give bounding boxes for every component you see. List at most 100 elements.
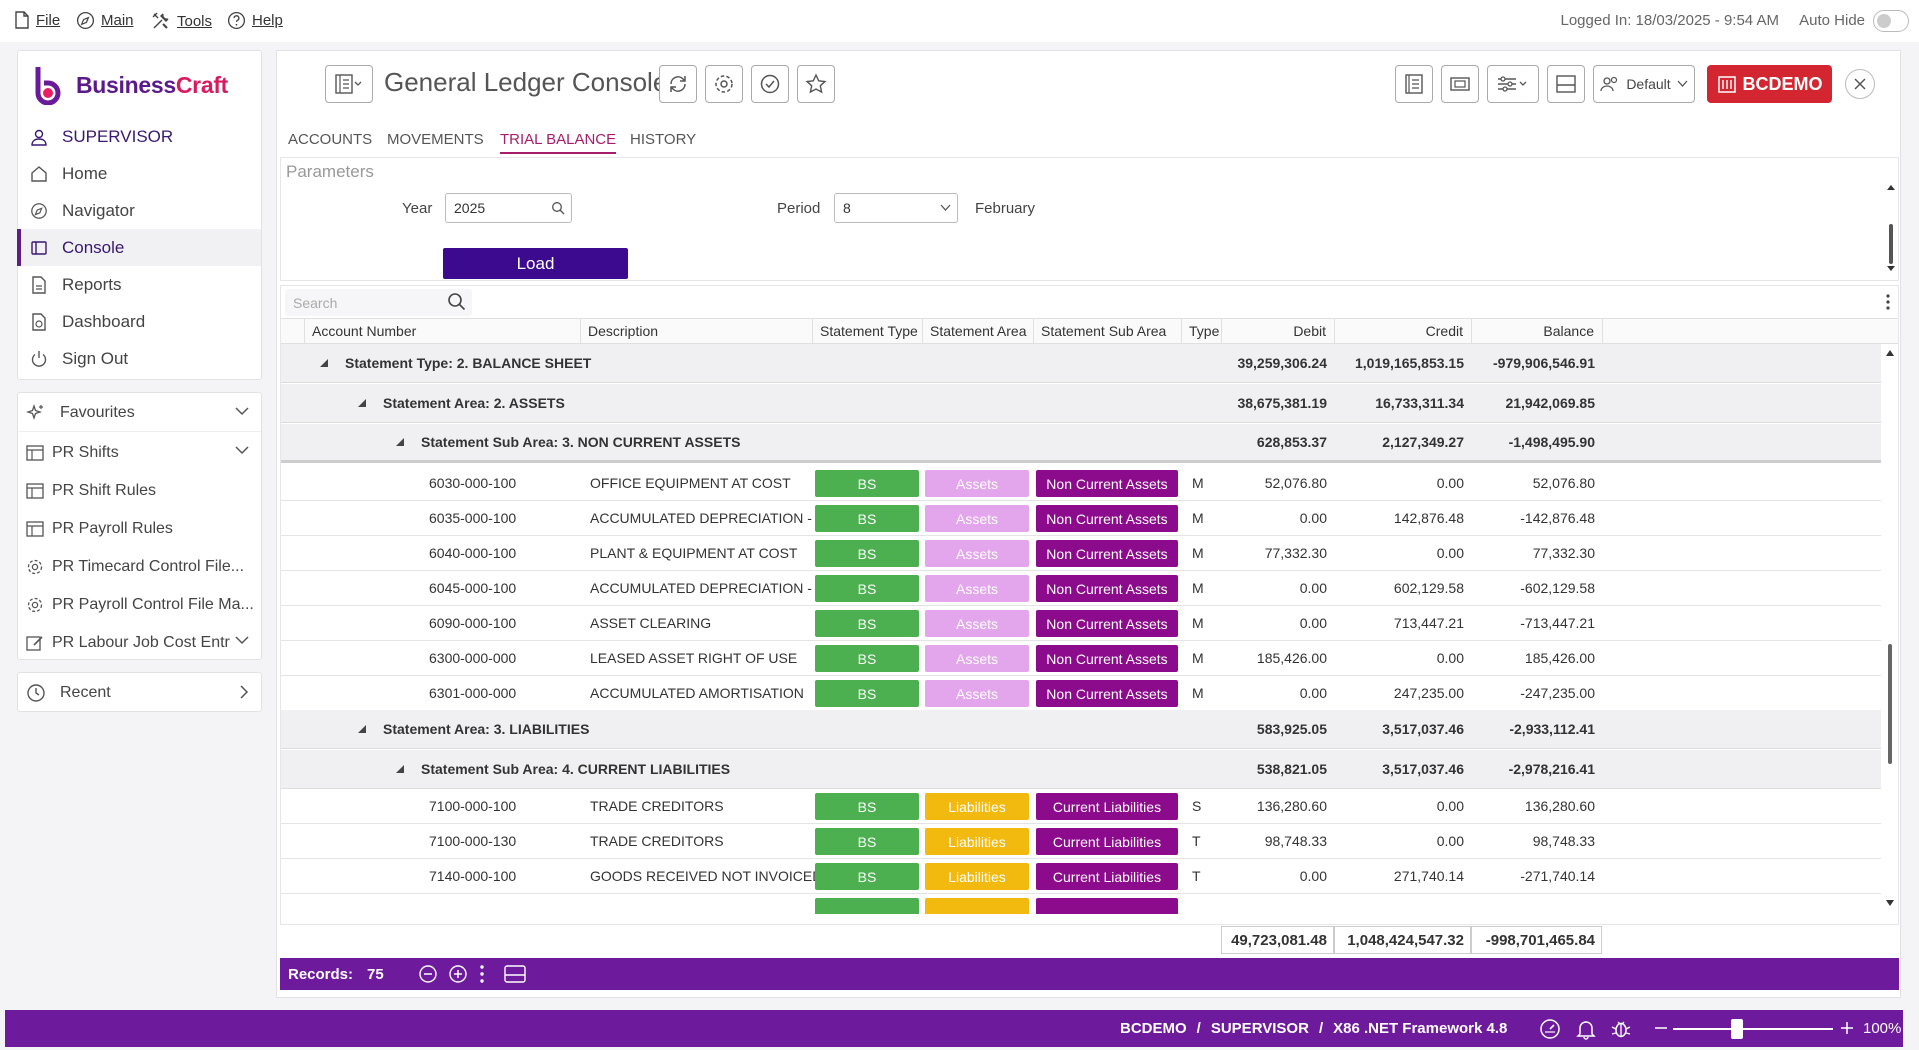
journal-button[interactable] xyxy=(1395,65,1433,103)
favourite-item-timecard-control[interactable]: PR Timecard Control File... xyxy=(18,548,261,585)
load-button[interactable]: Load xyxy=(443,248,628,279)
grid-search-input[interactable]: Search xyxy=(285,289,472,316)
table-row[interactable]: 6045-000-100 ACCUMULATED DEPRECIATION - … xyxy=(281,571,1881,606)
debit-cell: 52,076.80 xyxy=(1264,475,1327,491)
layout-button[interactable] xyxy=(1547,65,1585,103)
more-options-icon[interactable] xyxy=(480,965,484,983)
table-row[interactable]: 6301-000-000 ACCUMULATED AMORTISATION BS… xyxy=(281,676,1881,711)
group-row-statement-type[interactable]: Statement Type: 2. BALANCE SHEET 39,259,… xyxy=(281,344,1881,383)
zoom-in-icon[interactable] xyxy=(1839,1020,1855,1036)
group-row-sub-area-current-liabilities[interactable]: Statement Sub Area: 4. CURRENT LIABILITI… xyxy=(281,750,1881,789)
recent-panel[interactable]: Recent xyxy=(17,672,262,712)
menu-tools[interactable]: Tools xyxy=(151,11,212,31)
table-row[interactable]: 7100-000-100 TRADE CREDITORS BS Liabilit… xyxy=(281,789,1881,824)
year-input[interactable]: 2025 xyxy=(445,193,572,223)
collapse-icon[interactable] xyxy=(395,424,405,460)
statement-sub-area-badge: Current Liabilities xyxy=(1036,793,1178,820)
collapse-icon[interactable] xyxy=(395,750,405,788)
gear-icon xyxy=(26,558,44,576)
panel-toggle-icon[interactable] xyxy=(504,965,526,983)
close-button[interactable] xyxy=(1845,69,1875,99)
sidebar-item-home[interactable]: Home xyxy=(18,155,261,192)
params-scrollbar[interactable] xyxy=(1886,178,1896,278)
collapse-icon[interactable] xyxy=(357,384,367,422)
column-header-statement-sub-area[interactable]: Statement Sub Area xyxy=(1034,318,1182,344)
speedometer-icon[interactable] xyxy=(1539,1018,1561,1040)
table-row[interactable]: 7140-000-100 GOODS RECEIVED NOT INVOICED… xyxy=(281,859,1881,894)
column-header-type[interactable]: Type xyxy=(1182,318,1222,344)
column-header-credit[interactable]: Credit xyxy=(1335,318,1472,344)
status-platform: X86 .NET Framework 4.8 xyxy=(1333,1020,1508,1037)
compass-icon xyxy=(28,200,50,222)
bug-icon[interactable] xyxy=(1610,1018,1632,1040)
tab-history[interactable]: HISTORY xyxy=(630,131,697,148)
refresh-button[interactable] xyxy=(659,65,697,103)
column-header-account-number[interactable]: Account Number xyxy=(305,318,581,344)
period-label: Period xyxy=(777,200,821,217)
column-header-statement-area[interactable]: Statement Area xyxy=(923,318,1034,344)
column-header-statement-type[interactable]: Statement Type xyxy=(813,318,923,344)
tab-accounts[interactable]: ACCOUNTS xyxy=(288,131,373,148)
parameters-heading: Parameters xyxy=(286,162,374,181)
total-debit: 49,723,081.48 xyxy=(1221,926,1334,954)
group-row-statement-area-liabilities[interactable]: Statement Area: 3. LIABILITIES 583,925.0… xyxy=(281,710,1881,749)
favourite-button[interactable] xyxy=(797,65,835,103)
table-row[interactable]: 6035-000-100 ACCUMULATED DEPRECIATION - … xyxy=(281,501,1881,536)
type-cell: T xyxy=(1192,833,1201,849)
account-number-cell: 7100-000-100 xyxy=(429,798,517,814)
favourites-header[interactable]: Favourites xyxy=(18,395,261,432)
favourite-item-labour-job-cost[interactable]: PR Labour Job Cost Entr xyxy=(18,624,261,661)
column-header-description[interactable]: Description xyxy=(581,318,813,344)
table-row[interactable]: 6090-000-100 ASSET CLEARING BS Assets No… xyxy=(281,606,1881,641)
expand-all-icon[interactable] xyxy=(448,964,468,984)
ticket-button[interactable] xyxy=(1441,65,1479,103)
period-select[interactable]: 8 xyxy=(834,193,958,223)
group-row-statement-area-assets[interactable]: Statement Area: 2. ASSETS 38,675,381.19 … xyxy=(281,384,1881,423)
collapse-all-icon[interactable] xyxy=(418,964,438,984)
table-row[interactable]: 7100-000-130 TRADE CREDITORS BS Liabilit… xyxy=(281,824,1881,859)
collapse-icon[interactable] xyxy=(357,710,367,748)
sidebar-user[interactable]: SUPERVISOR xyxy=(18,118,261,155)
sidebar-item-reports[interactable]: Reports xyxy=(18,266,261,303)
column-header-balance[interactable]: Balance xyxy=(1472,318,1603,344)
favourite-item-shifts[interactable]: PR Shifts xyxy=(18,434,261,471)
sidebar-item-sign-out[interactable]: Sign Out xyxy=(18,340,261,377)
search-icon[interactable] xyxy=(551,201,565,215)
table-row[interactable]: 6030-000-100 OFFICE EQUIPMENT AT COST BS… xyxy=(281,466,1881,501)
search-icon[interactable] xyxy=(447,292,467,312)
zoom-out-icon[interactable] xyxy=(1653,1020,1669,1036)
table-row[interactable]: 6300-000-000 LEASED ASSET RIGHT OF USE B… xyxy=(281,641,1881,676)
zoom-slider-thumb[interactable] xyxy=(1731,1019,1743,1039)
records-count: 75 xyxy=(367,965,384,983)
more-options-icon[interactable] xyxy=(1886,294,1890,310)
settings-button[interactable] xyxy=(705,65,743,103)
zoom-slider[interactable] xyxy=(1673,1028,1833,1030)
status-bar: BCDEMO / SUPERVISOR / X86 .NET Framework… xyxy=(5,1010,1903,1047)
table-row[interactable]: 6040-000-100 PLANT & EQUIPMENT AT COST B… xyxy=(281,536,1881,571)
collapse-icon[interactable] xyxy=(319,344,329,382)
menu-help[interactable]: Help xyxy=(227,11,283,30)
sidebar-item-dashboard[interactable]: Dashboard xyxy=(18,303,261,340)
bell-icon[interactable] xyxy=(1575,1018,1597,1040)
favourite-item-payroll-rules[interactable]: PR Payroll Rules xyxy=(18,510,261,547)
menu-main[interactable]: Main xyxy=(76,11,134,30)
filter-settings-button[interactable] xyxy=(1487,65,1539,103)
tab-trial-balance[interactable]: TRIAL BALANCE xyxy=(500,131,617,154)
tab-movements[interactable]: MOVEMENTS xyxy=(387,131,484,148)
approve-button[interactable] xyxy=(751,65,789,103)
grid-scrollbar[interactable] xyxy=(1882,344,1898,914)
favourite-item-shift-rules[interactable]: PR Shift Rules xyxy=(18,472,261,509)
company-button[interactable]: BCDEMO xyxy=(1707,65,1832,103)
recent-header[interactable]: Recent xyxy=(18,674,261,711)
sidebar-item-navigator[interactable]: Navigator xyxy=(18,192,261,229)
sidebar-item-console[interactable]: Console xyxy=(17,229,261,266)
group-row-sub-area-non-current-assets[interactable]: Statement Sub Area: 3. NON CURRENT ASSET… xyxy=(281,424,1881,463)
favourite-item-payroll-control[interactable]: PR Payroll Control File Ma... xyxy=(18,586,261,623)
auto-hide-toggle[interactable] xyxy=(1873,10,1909,32)
chevron-down-icon xyxy=(1677,80,1688,88)
console-menu-button[interactable] xyxy=(325,65,373,103)
statement-type-badge: BS xyxy=(815,793,919,820)
default-view-dropdown[interactable]: Default xyxy=(1593,65,1695,103)
column-header-debit[interactable]: Debit xyxy=(1222,318,1335,344)
menu-file[interactable]: File xyxy=(14,11,60,29)
